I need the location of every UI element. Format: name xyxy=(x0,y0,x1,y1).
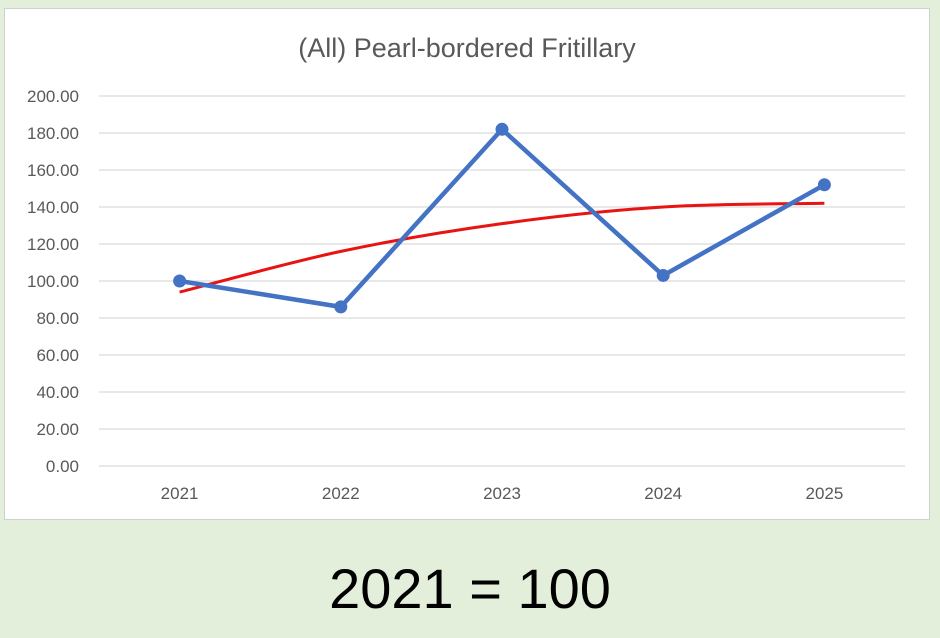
y-tick-label: 40.00 xyxy=(36,383,79,402)
gridlines xyxy=(99,95,905,467)
x-tick-label: 2025 xyxy=(805,484,843,503)
y-tick-label: 160.00 xyxy=(27,161,79,180)
data-point xyxy=(173,274,187,288)
x-tick-label: 2022 xyxy=(322,484,360,503)
line-chart: (All) Pearl-bordered Fritillary 0.00 20.0… xyxy=(27,33,905,503)
x-tick-label: 2024 xyxy=(644,484,682,503)
y-tick-label: 180.00 xyxy=(27,124,79,143)
data-point xyxy=(656,268,670,282)
y-tick-label: 120.00 xyxy=(27,235,79,254)
data-point xyxy=(817,178,831,192)
trendline-curve xyxy=(179,201,825,294)
data-point xyxy=(495,122,509,136)
chart-panel: (All) Pearl-bordered Fritillary 0.00 20.0… xyxy=(4,8,930,520)
series-line xyxy=(179,126,826,310)
y-axis-ticks: 0.00 20.00 40.00 60.00 80.00 100.00 120.00 140.… xyxy=(27,87,79,476)
x-tick-label: 2021 xyxy=(161,484,199,503)
series-layer xyxy=(173,122,831,314)
y-tick-label: 60.00 xyxy=(36,346,79,365)
x-tick-label: 2023 xyxy=(483,484,521,503)
y-tick-label: 200.00 xyxy=(27,87,79,106)
chart-title: (All) Pearl-bordered Fritillary xyxy=(298,33,636,63)
y-tick-label: 100.00 xyxy=(27,272,79,291)
x-axis-ticks: 2021 2022 2023 2024 2025 xyxy=(161,484,844,503)
index-caption: 2021 = 100 xyxy=(329,557,611,620)
y-tick-label: 140.00 xyxy=(27,198,79,217)
y-tick-label: 20.00 xyxy=(36,420,79,439)
trendline xyxy=(179,201,825,294)
y-tick-label: 0.00 xyxy=(46,457,79,476)
data-point xyxy=(334,300,348,314)
y-tick-label: 80.00 xyxy=(36,309,79,328)
